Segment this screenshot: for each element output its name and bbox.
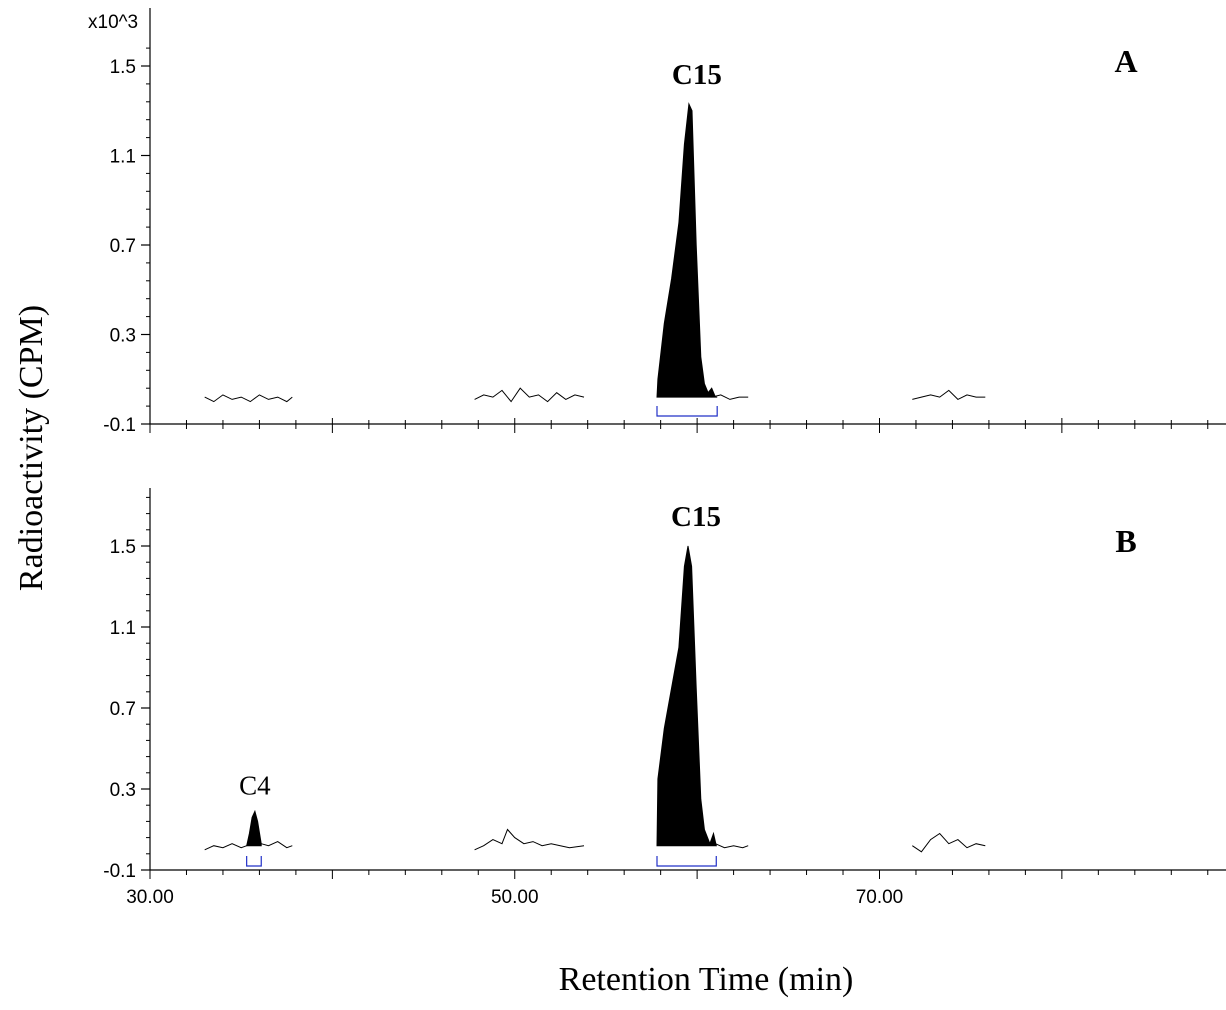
peak-label-c15: C15 — [671, 501, 721, 533]
integration-bracket — [656, 406, 718, 417]
peak-label-c4: C4 — [239, 770, 271, 800]
peak-area-c4 — [246, 809, 262, 847]
panel-label: A — [1114, 43, 1137, 79]
peak-area-c15 — [656, 102, 718, 398]
panel-label: B — [1115, 523, 1136, 559]
baseline-trace — [474, 387, 585, 403]
y-axis-title: Radioactivity (CPM) — [13, 305, 50, 591]
baseline-trace — [711, 394, 749, 400]
y-tick-label: 0.3 — [110, 780, 136, 801]
peak-area-c15 — [656, 545, 717, 847]
x-axis-title: Retention Time (min) — [559, 961, 854, 998]
panel-b: 1.5 1.1 0.7 0.3 -0.1 C4 C15 B — [103, 488, 1226, 882]
panel-a: 1.5 1.1 0.7 0.3 -0.1 C15 A — [103, 8, 1226, 436]
y-tick-label: -0.1 — [103, 415, 136, 436]
peak-label-c15: C15 — [672, 59, 722, 91]
baseline-trace — [474, 828, 585, 851]
y-tick-label: 0.3 — [110, 326, 136, 347]
integration-bracket — [656, 856, 717, 867]
baseline-trace — [715, 843, 749, 849]
y-tick-label: 1.5 — [110, 537, 136, 558]
baseline-trace — [204, 394, 293, 403]
x-tick-label: 70.00 — [856, 887, 904, 908]
baseline-trace — [204, 843, 247, 851]
y-tick-label: 1.5 — [110, 57, 136, 78]
x-tick-labels: 30.00 50.00 70.00 — [126, 887, 903, 908]
x-tick-label: 50.00 — [491, 887, 539, 908]
y-tick-label: -0.1 — [103, 861, 136, 882]
integration-bracket — [246, 856, 262, 867]
y-tick-label: 0.7 — [110, 699, 136, 720]
y-tick-label: 1.1 — [110, 147, 136, 168]
baseline-trace — [912, 389, 986, 401]
baseline-trace — [912, 832, 986, 853]
baseline-trace — [261, 841, 293, 849]
y-scale-multiplier: x10^3 — [88, 12, 138, 33]
x-tick-label: 30.00 — [126, 887, 174, 908]
y-tick-label: 1.1 — [110, 618, 136, 639]
y-tick-label: 0.7 — [110, 236, 136, 257]
